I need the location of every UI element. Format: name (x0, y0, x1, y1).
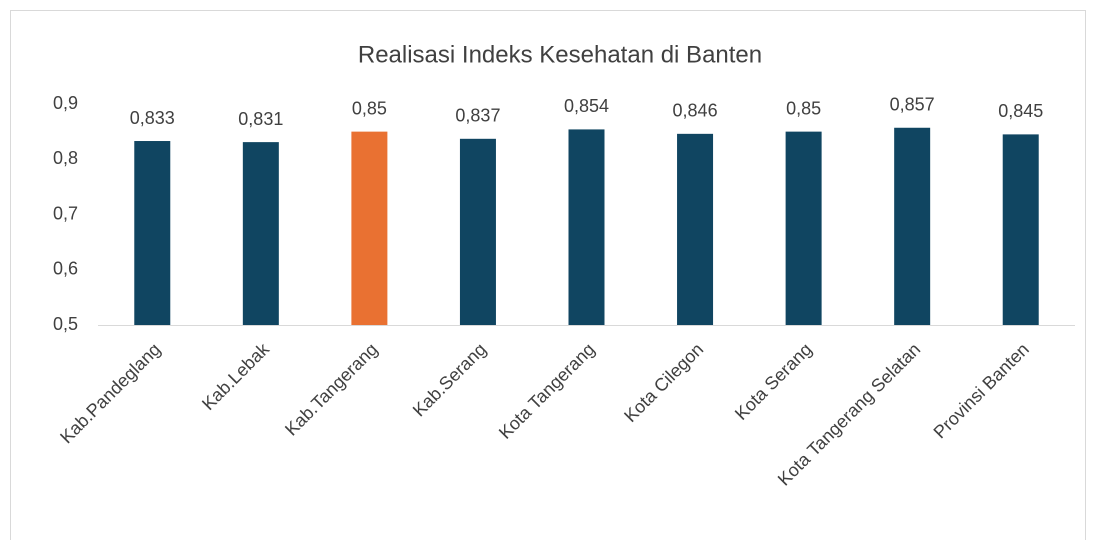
y-tick-label: 0,7 (53, 203, 78, 223)
bar (459, 138, 496, 325)
bar (568, 129, 605, 325)
data-label: 0,85 (786, 98, 821, 118)
bar (351, 131, 388, 325)
bar (134, 141, 171, 325)
y-tick-label: 0,8 (53, 148, 78, 168)
data-label: 0,857 (890, 95, 935, 115)
y-tick-label: 0,9 (53, 93, 78, 113)
data-label: 0,837 (455, 106, 500, 126)
y-tick-label: 0,5 (53, 314, 78, 334)
data-label: 0,846 (673, 101, 718, 121)
bar (894, 127, 931, 325)
bar (677, 133, 714, 325)
bar (785, 131, 822, 325)
chart-title: Realisasi Indeks Kesehatan di Banten (358, 41, 762, 68)
data-label: 0,845 (998, 101, 1043, 121)
data-label: 0,833 (130, 108, 175, 128)
data-label: 0,85 (352, 98, 387, 118)
bar (1002, 134, 1039, 325)
bar (242, 142, 279, 325)
data-label: 0,854 (564, 96, 609, 116)
y-tick-label: 0,6 (53, 259, 78, 279)
data-label: 0,831 (238, 109, 283, 129)
